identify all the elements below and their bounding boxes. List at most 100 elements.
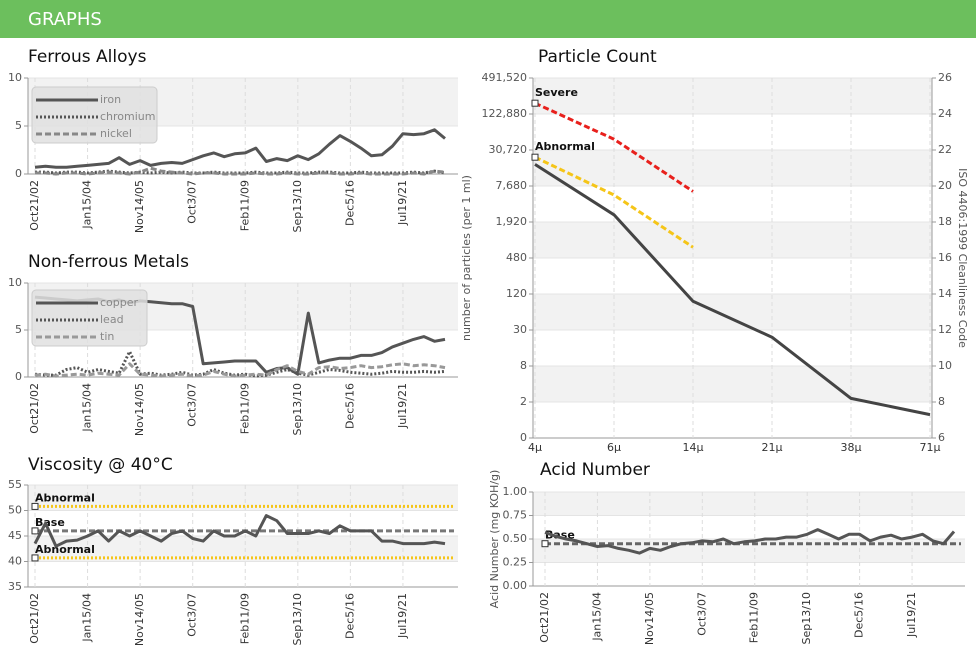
x-tick-label: Dec5/16 <box>853 592 866 638</box>
y2-tick-label: 20 <box>938 179 952 192</box>
x-tick-label: Nov14/05 <box>133 593 146 646</box>
legend-label: nickel <box>100 127 132 140</box>
series-line <box>534 101 694 193</box>
chart-title: Non-ferrous Metals <box>28 252 189 272</box>
y2-tick-label: 26 <box>938 71 952 84</box>
y-tick-label: 30,720 <box>489 143 528 156</box>
y2-tick-label: 18 <box>938 215 952 228</box>
x-tick-label: Oct21/02 <box>28 180 41 231</box>
y-tick-label: 480 <box>506 251 527 264</box>
y-tick-label: 50 <box>8 504 22 517</box>
plot-band <box>533 222 932 258</box>
x-tick-label: 4μ <box>528 441 542 454</box>
plot-band <box>533 294 932 330</box>
x-tick-label: Sep13/10 <box>291 593 304 645</box>
y2-tick-label: 10 <box>938 359 952 372</box>
x-tick-label: Oct21/02 <box>28 383 41 434</box>
y-tick-label: 10 <box>8 71 22 84</box>
x-tick-label: 38μ <box>841 441 862 454</box>
reference-marker <box>541 540 549 548</box>
x-tick-label: Sep13/10 <box>291 383 304 435</box>
reference-marker <box>31 554 39 562</box>
y2-tick-label: 22 <box>938 143 952 156</box>
y-tick-label: 10 <box>8 276 22 289</box>
x-tick-label: 6μ <box>607 441 621 454</box>
y-tick-label: 45 <box>8 529 22 542</box>
series-line <box>544 528 956 555</box>
y-tick-label: 30 <box>513 323 527 336</box>
y-axis-label: Acid Number (mg KOH/g) <box>488 470 501 609</box>
x-tick-label: Oct3/07 <box>186 593 199 637</box>
y2-tick-label: 6 <box>938 431 945 444</box>
y2-axis-label: ISO 4406:1999 Cleanliness Code <box>956 168 969 348</box>
x-tick-label: Nov14/05 <box>133 383 146 436</box>
y-tick-label: 55 <box>8 478 22 491</box>
series-marker <box>531 99 539 107</box>
x-tick-label: Feb11/09 <box>238 593 251 644</box>
x-tick-label: Dec5/16 <box>343 593 356 639</box>
x-tick-label: 21μ <box>762 441 783 454</box>
legend-label: lead <box>100 313 124 326</box>
plot-band <box>533 492 965 516</box>
x-tick-label: Nov14/05 <box>133 180 146 233</box>
y-tick-label: 120 <box>506 287 527 300</box>
chart-title: Particle Count <box>538 47 657 67</box>
x-tick-label: Jan15/04 <box>81 180 94 230</box>
y-tick-label: 491,520 <box>482 71 528 84</box>
x-tick-label: 71μ <box>920 441 941 454</box>
legend-label: chromium <box>100 110 156 123</box>
x-tick-label: Oct3/07 <box>695 592 708 636</box>
reference-label: Abnormal <box>35 491 95 504</box>
series-line <box>35 166 446 176</box>
y-tick-label: 5 <box>15 323 22 336</box>
x-tick-label: Feb11/09 <box>238 180 251 231</box>
chart-title: Ferrous Alloys <box>28 47 147 67</box>
legend-label: iron <box>100 93 121 106</box>
chart-title: Viscosity @ 40°C <box>28 455 173 475</box>
reference-label: Base <box>35 516 65 529</box>
plot-band <box>533 78 932 114</box>
x-tick-label: Oct3/07 <box>186 383 199 427</box>
y-tick-label: 1,920 <box>496 215 528 228</box>
y-axis-label: number of particles (per 1 ml) <box>460 175 473 341</box>
y-tick-label: 0 <box>520 431 527 444</box>
series-line <box>33 514 446 548</box>
x-tick-label: Feb11/09 <box>238 383 251 434</box>
x-tick-label: Jul19/21 <box>396 593 409 639</box>
y-tick-label: 0.00 <box>503 579 528 592</box>
series-line <box>534 155 694 249</box>
reference-label: Abnormal <box>35 543 95 556</box>
legend-label: copper <box>100 296 139 309</box>
x-tick-label: Jan15/04 <box>590 592 603 642</box>
x-tick-label: Dec5/16 <box>343 383 356 429</box>
header-title: GRAPHS <box>28 9 102 30</box>
y-tick-label: 0.50 <box>503 532 528 545</box>
plot-band <box>533 366 932 402</box>
x-tick-label: Oct21/02 <box>28 593 41 644</box>
y-tick-label: 8 <box>520 359 527 372</box>
y-tick-label: 0 <box>15 370 22 383</box>
plot-band <box>533 150 932 186</box>
x-tick-label: Oct3/07 <box>186 180 199 224</box>
y-tick-label: 35 <box>8 580 22 593</box>
series-marker <box>531 153 539 161</box>
legend-label: tin <box>100 330 114 343</box>
x-tick-label: Jul19/21 <box>396 383 409 429</box>
y-tick-label: 40 <box>8 555 22 568</box>
x-tick-label: Nov14/05 <box>643 592 656 645</box>
series-line <box>34 128 446 169</box>
series-line <box>34 362 446 378</box>
y-tick-label: 7,680 <box>496 179 528 192</box>
y-tick-label: 0 <box>15 167 22 180</box>
series-annotation: Abnormal <box>535 140 595 153</box>
y-tick-label: 122,880 <box>482 107 528 120</box>
y-tick-label: 2 <box>520 395 527 408</box>
series-line <box>34 350 446 378</box>
x-tick-label: Oct21/02 <box>538 592 551 643</box>
y2-tick-label: 14 <box>938 287 952 300</box>
x-tick-label: Jan15/04 <box>81 593 94 643</box>
reference-marker <box>31 502 39 510</box>
chart-title: Acid Number <box>540 460 650 480</box>
y-tick-label: 0.25 <box>503 556 528 569</box>
